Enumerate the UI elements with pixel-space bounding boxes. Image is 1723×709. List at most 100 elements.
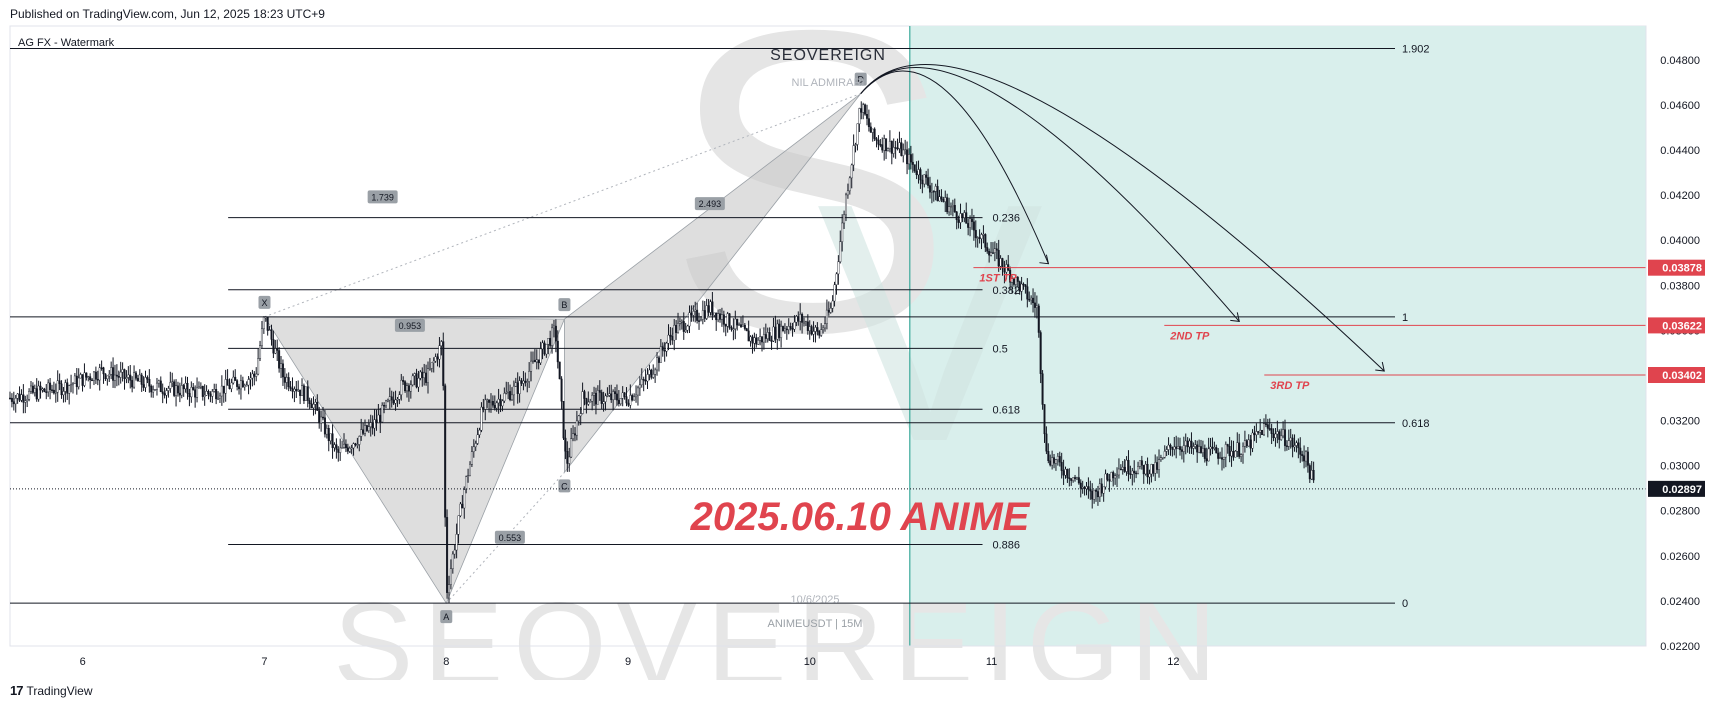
- candle-body: [283, 376, 286, 383]
- candle-body: [1033, 302, 1036, 308]
- tp-label: 3RD TP: [1270, 380, 1310, 392]
- candle-body: [1226, 444, 1229, 447]
- candle-body: [1209, 446, 1212, 450]
- candle-body: [381, 405, 384, 423]
- candle-body: [474, 443, 477, 448]
- candle-body: [594, 392, 597, 405]
- candle-body: [1203, 448, 1206, 459]
- candle-body: [29, 385, 32, 392]
- candle-body: [1262, 423, 1265, 436]
- candle-body: [814, 327, 817, 332]
- candle-body: [556, 340, 559, 363]
- candle-body: [203, 395, 206, 397]
- candle-body: [1087, 486, 1090, 490]
- candle-body: [745, 328, 748, 332]
- candle-body: [610, 393, 613, 401]
- candle-body: [8, 397, 11, 400]
- candle-body: [1112, 472, 1115, 479]
- candle-body: [236, 380, 239, 387]
- candle-body: [234, 376, 237, 381]
- candle-body: [615, 393, 618, 401]
- current-price-badge: [1648, 480, 1705, 497]
- candle-body: [497, 398, 500, 404]
- candle-body: [31, 385, 34, 393]
- fib-level-label: 0.5: [993, 343, 1008, 355]
- candle-body: [633, 396, 636, 401]
- candle-body: [636, 387, 639, 396]
- candle-body: [81, 374, 84, 386]
- candle-body: [516, 382, 519, 394]
- candle-body: [41, 388, 44, 391]
- candle-body: [774, 326, 777, 340]
- candle-body: [642, 378, 645, 381]
- candle-body: [154, 389, 157, 391]
- candle-body: [856, 123, 859, 145]
- tradingview-logo-icon: 17: [10, 683, 24, 698]
- candle-body: [1060, 461, 1063, 471]
- candle-body: [295, 388, 298, 392]
- candle-body: [1285, 445, 1288, 447]
- candle-body: [789, 326, 792, 329]
- candle-body: [677, 322, 680, 333]
- candle-body: [268, 329, 271, 331]
- candle-body: [659, 346, 662, 363]
- candle-body: [302, 385, 305, 401]
- candle-body: [467, 475, 470, 477]
- candle-body: [865, 114, 868, 119]
- candle-body: [293, 388, 296, 392]
- candle-body: [1049, 460, 1052, 466]
- candle-body: [251, 373, 254, 379]
- candle-body: [133, 372, 136, 388]
- candle-body: [780, 326, 783, 338]
- candle-body: [1230, 451, 1233, 457]
- candle-body: [669, 334, 672, 337]
- candle-body: [1108, 479, 1111, 482]
- tradingview-footer[interactable]: 17 TradingView: [10, 683, 93, 698]
- candle-body: [587, 401, 590, 405]
- candle-body: [47, 382, 50, 393]
- pattern-point-label: A: [443, 612, 449, 622]
- candle-body: [121, 369, 124, 373]
- candle-body: [906, 149, 909, 165]
- candle-body: [199, 386, 202, 388]
- candle-body: [352, 443, 355, 449]
- candle-body: [896, 147, 899, 150]
- candle-body: [957, 219, 960, 223]
- candle-body: [965, 212, 968, 224]
- candle-body: [1116, 474, 1119, 477]
- candle-body: [1110, 472, 1113, 482]
- pattern-ratio-label: 0.953: [399, 321, 422, 331]
- x-tick-label: 11: [986, 656, 997, 668]
- candle-body: [608, 393, 611, 396]
- candle-body: [1064, 469, 1067, 476]
- candle-body: [287, 377, 290, 388]
- candle-body: [682, 321, 685, 332]
- candle-body: [684, 329, 687, 332]
- candle-body: [165, 390, 168, 396]
- candle-body: [818, 331, 821, 336]
- candle-body: [791, 328, 794, 330]
- candle-body: [417, 377, 420, 388]
- candle-body: [606, 395, 609, 397]
- candle-body: [1219, 457, 1222, 459]
- candle-body: [988, 251, 991, 256]
- candle-body: [411, 375, 414, 386]
- watermark-date: 10/6/2025: [791, 594, 840, 606]
- candle-body: [1011, 278, 1014, 283]
- candle-body: [678, 321, 681, 324]
- candle-body: [358, 436, 361, 445]
- candle-body: [150, 386, 153, 393]
- candle-body: [772, 326, 775, 342]
- candle-body: [434, 356, 437, 362]
- candle-body: [915, 170, 918, 176]
- candle-body: [1119, 468, 1122, 471]
- price-chart[interactable]: SEOVEREIGNSV0.2360.3820.50.6180.8861.902…: [0, 0, 1723, 680]
- candle-body: [545, 343, 548, 355]
- candle-body: [564, 437, 567, 452]
- candle-body: [1014, 276, 1017, 285]
- candle-body: [28, 391, 31, 400]
- candle-body: [980, 234, 983, 239]
- tp-price-badge: [1648, 367, 1705, 384]
- candle-body: [1056, 456, 1059, 461]
- candle-body: [816, 327, 819, 332]
